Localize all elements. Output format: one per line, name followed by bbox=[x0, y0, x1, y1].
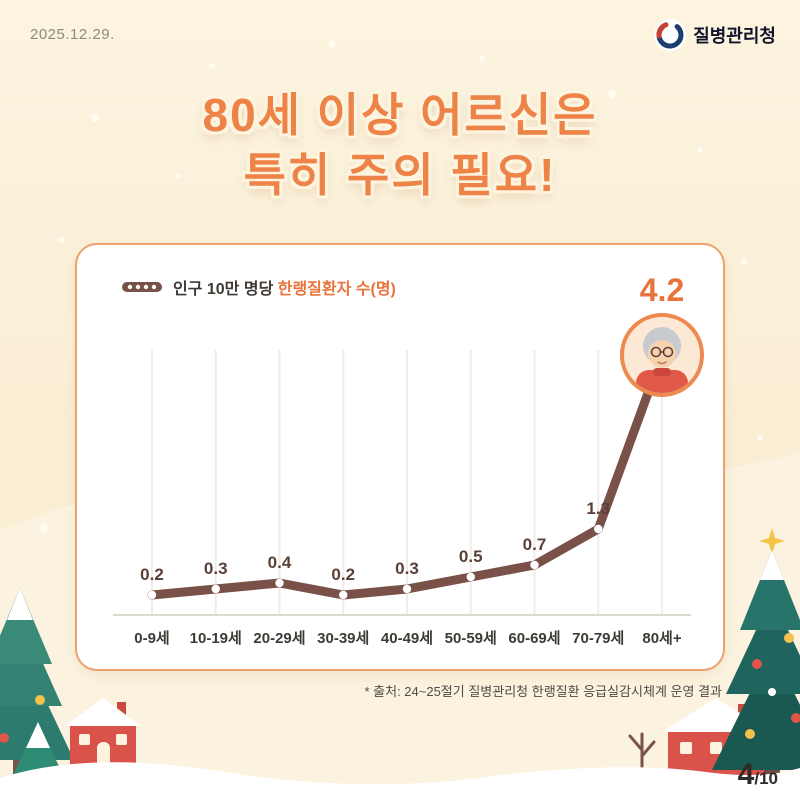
highlight-badge bbox=[620, 313, 704, 397]
data-point bbox=[530, 560, 539, 570]
data-point bbox=[594, 524, 603, 534]
agency-logo: 질병관리청 bbox=[653, 18, 776, 52]
agency-name: 질병관리청 bbox=[693, 26, 776, 46]
kdca-logo-icon bbox=[654, 19, 687, 51]
value-label: 0.3 bbox=[204, 559, 228, 578]
page-total: /10 bbox=[754, 769, 778, 788]
value-label: 0.7 bbox=[523, 535, 547, 554]
value-label: 0.2 bbox=[140, 565, 164, 584]
tree-icon bbox=[0, 588, 74, 778]
x-axis-label: 20-29세 bbox=[253, 630, 305, 647]
chart-card: 인구 10만 명당 한랭질환자 수(명) 0.2 0.3 0.4 0.2 0.3 0.5 0… bbox=[75, 243, 725, 671]
page-title: 80세 이상 어르신은 특히 주의 필요! bbox=[0, 86, 800, 206]
page-current: 4 bbox=[737, 758, 755, 791]
data-point bbox=[466, 572, 475, 582]
line-series-icon bbox=[122, 282, 162, 292]
legend-prefix: 인구 10만 명당 bbox=[173, 281, 278, 298]
x-axis-label: 30-39세 bbox=[317, 630, 369, 647]
x-axis-label: 70-79세 bbox=[572, 630, 624, 647]
data-point bbox=[275, 578, 284, 588]
data-point bbox=[211, 584, 220, 594]
value-label: 4.2 bbox=[640, 272, 684, 308]
title-line-1: 80세 이상 어르신은 bbox=[202, 89, 598, 141]
legend-highlight: 한랭질환자 수(명) bbox=[277, 281, 396, 298]
value-label: 0.2 bbox=[331, 565, 355, 584]
house-icon bbox=[65, 698, 141, 770]
x-axis-label: 0-9세 bbox=[134, 630, 169, 647]
data-point bbox=[402, 584, 412, 594]
value-label: 0.5 bbox=[459, 547, 483, 566]
date-label: 2025.12.29. bbox=[30, 26, 115, 43]
page-indicator: 4 /10 bbox=[738, 758, 778, 792]
title-line-2: 특히 주의 필요! bbox=[243, 148, 557, 201]
snow-band bbox=[0, 762, 800, 800]
line-chart: 0.2 0.3 0.4 0.2 0.3 0.5 0.7 1.3 4.2 0-9세 10-19세 20-… bbox=[113, 272, 704, 647]
star-icon bbox=[759, 528, 785, 554]
value-label: 0.3 bbox=[395, 559, 419, 578]
value-label: 1.3 bbox=[586, 499, 610, 518]
x-axis-label: 50-59세 bbox=[445, 630, 497, 647]
x-axis-label: 80세+ bbox=[642, 630, 681, 647]
x-axis-label: 40-49세 bbox=[381, 630, 433, 647]
source-footnote: * 출처: 24~25절기 질병관리청 한랭질환 응급실감시체계 운영 결과 bbox=[364, 684, 722, 699]
value-label: 0.4 bbox=[268, 553, 292, 572]
data-point bbox=[147, 590, 157, 600]
chart-legend-label: 인구 10만 명당 한랭질환자 수(명) bbox=[173, 275, 396, 299]
x-axis-label: 60-69세 bbox=[508, 630, 560, 647]
data-point bbox=[339, 590, 348, 600]
x-axis-label: 10-19세 bbox=[190, 630, 242, 647]
chart-legend: 인구 10만 명당 한랭질환자 수(명) bbox=[121, 275, 396, 299]
